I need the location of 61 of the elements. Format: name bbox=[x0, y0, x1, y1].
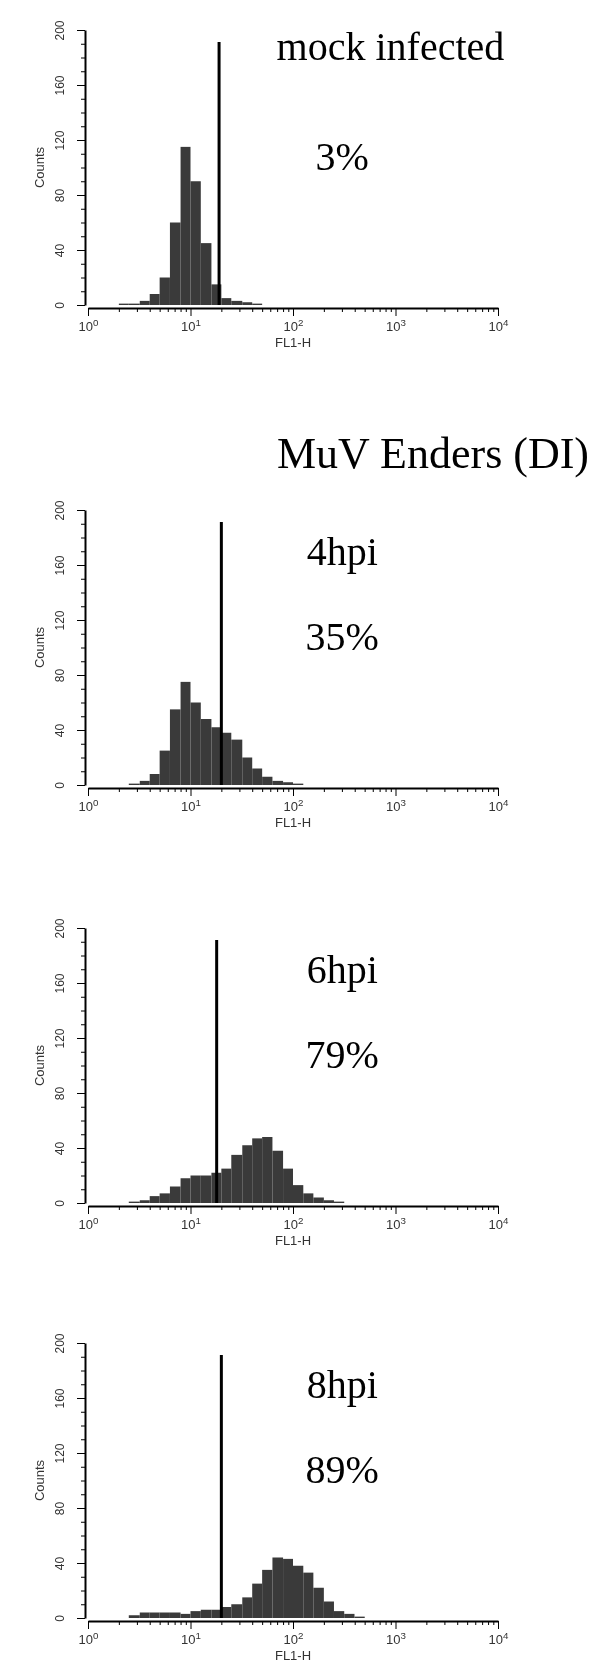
y-tick-label: 120 bbox=[53, 610, 68, 631]
x-tick-label: 10$^{4}$ bbox=[488, 1629, 510, 1648]
y-tick-label: 200 bbox=[53, 918, 68, 939]
annotation: 35% bbox=[305, 614, 379, 659]
y-tick-label: 40 bbox=[53, 1141, 68, 1156]
y-tick-label: 0 bbox=[53, 301, 68, 309]
y-tick-label: 80 bbox=[53, 668, 68, 683]
x-tick-label: 10$^{0}$ bbox=[78, 316, 100, 335]
annotation: 89% bbox=[305, 1447, 379, 1492]
x-tick-label: 10$^{3}$ bbox=[386, 796, 406, 815]
x-tick-label: 10$^{0}$ bbox=[78, 1629, 100, 1648]
x-tick-label: 10$^{0}$ bbox=[78, 796, 100, 815]
annotation: 6hpi bbox=[306, 947, 378, 992]
y-tick-label: 200 bbox=[53, 500, 68, 521]
y-axis-title: Counts bbox=[32, 626, 47, 669]
y-axis-title: Counts bbox=[32, 146, 47, 189]
y-tick-label: 160 bbox=[53, 555, 68, 576]
x-tick-label: 10$^{3}$ bbox=[386, 316, 406, 335]
y-tick-label: 160 bbox=[53, 973, 68, 994]
y-tick-label: 200 bbox=[53, 20, 68, 41]
x-axis-title: FL1-H bbox=[274, 335, 312, 350]
annotation: 3% bbox=[315, 134, 369, 179]
y-tick-label: 160 bbox=[53, 75, 68, 96]
y-axis-title: Counts bbox=[32, 1459, 47, 1502]
y-tick-label: 0 bbox=[53, 1199, 68, 1207]
y-tick-label: 160 bbox=[53, 1388, 68, 1409]
x-tick-label: 10$^{4}$ bbox=[488, 316, 510, 335]
chart-title: MuV Enders (DI) bbox=[276, 429, 589, 478]
y-tick-label: 40 bbox=[53, 243, 68, 258]
x-tick-label: 10$^{3}$ bbox=[386, 1214, 406, 1233]
y-tick-label: 40 bbox=[53, 723, 68, 738]
x-tick-label: 10$^{2}$ bbox=[283, 1629, 304, 1648]
x-tick-label: 10$^{2}$ bbox=[283, 1214, 304, 1233]
x-tick-label: 10$^{1}$ bbox=[181, 316, 201, 335]
y-axis-title: Counts bbox=[32, 1044, 47, 1087]
x-tick-label: 10$^{4}$ bbox=[488, 796, 510, 815]
y-tick-label: 0 bbox=[53, 781, 68, 789]
y-tick-label: 120 bbox=[53, 1028, 68, 1049]
annotation: 4hpi bbox=[306, 529, 378, 574]
y-tick-label: 80 bbox=[53, 188, 68, 203]
x-tick-label: 10$^{4}$ bbox=[488, 1214, 510, 1233]
x-tick-label: 10$^{3}$ bbox=[386, 1629, 406, 1648]
annotation: 8hpi bbox=[306, 1362, 378, 1407]
y-tick-label: 40 bbox=[53, 1556, 68, 1571]
y-tick-label: 80 bbox=[53, 1086, 68, 1101]
x-axis-title: FL1-H bbox=[274, 815, 312, 830]
x-tick-label: 10$^{1}$ bbox=[181, 796, 201, 815]
annotation: mock infected bbox=[276, 24, 505, 69]
x-tick-label: 10$^{2}$ bbox=[283, 796, 304, 815]
x-tick-label: 10$^{1}$ bbox=[181, 1214, 201, 1233]
y-tick-label: 0 bbox=[53, 1614, 68, 1622]
x-axis-title: FL1-H bbox=[274, 1648, 312, 1663]
annotation: 79% bbox=[305, 1032, 379, 1077]
y-tick-label: 120 bbox=[53, 130, 68, 151]
y-tick-label: 120 bbox=[53, 1443, 68, 1464]
x-tick-label: 10$^{2}$ bbox=[283, 316, 304, 335]
x-tick-label: 10$^{0}$ bbox=[78, 1214, 100, 1233]
y-tick-label: 200 bbox=[53, 1333, 68, 1354]
y-tick-label: 80 bbox=[53, 1501, 68, 1516]
x-axis-title: FL1-H bbox=[274, 1233, 312, 1248]
x-tick-label: 10$^{1}$ bbox=[181, 1629, 201, 1648]
